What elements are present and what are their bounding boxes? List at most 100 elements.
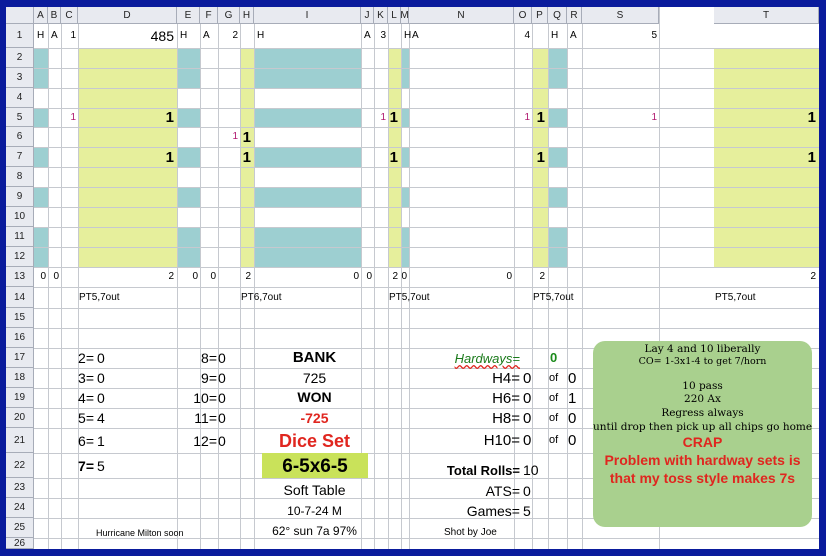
- roll-count-label-6[interactable]: 6=: [78, 432, 94, 449]
- group-2-h[interactable]: H: [180, 30, 188, 41]
- hardway-label-H10[interactable]: H10=: [483, 432, 520, 449]
- hurricane-note[interactable]: Hurricane Milton soon: [96, 528, 184, 538]
- hardway-count-H10[interactable]: 0: [568, 432, 577, 449]
- row-header-16[interactable]: 16: [6, 328, 34, 348]
- group-4-num[interactable]: 4: [524, 30, 530, 41]
- roll-count-label-4[interactable]: 4=: [78, 390, 94, 406]
- row-header-2[interactable]: 2: [6, 48, 34, 68]
- group-1-h[interactable]: H: [37, 30, 45, 41]
- won-label[interactable]: WON: [297, 389, 332, 405]
- group-1-num[interactable]: 1: [70, 30, 76, 41]
- column-header-A[interactable]: A: [34, 7, 48, 24]
- hardways-title[interactable]: Hardways=: [454, 351, 520, 366]
- table-type[interactable]: Soft Table: [283, 482, 346, 498]
- row-header-12[interactable]: 12: [6, 247, 34, 267]
- ats-value[interactable]: 0: [523, 483, 531, 499]
- bank-label[interactable]: BANK: [292, 349, 337, 366]
- row-header-24[interactable]: 24: [6, 498, 34, 518]
- group-3-r13-left[interactable]: 0: [353, 271, 359, 282]
- row-header-11[interactable]: 11: [6, 227, 34, 247]
- hardway-of-H6[interactable]: of: [549, 391, 559, 404]
- group-1-r5-mark[interactable]: 1: [70, 111, 76, 123]
- group-4-a[interactable]: A: [412, 30, 419, 41]
- group-4-r5-value[interactable]: 1: [536, 109, 545, 126]
- row-header-10[interactable]: 10: [6, 207, 34, 227]
- column-header-E[interactable]: E: [177, 7, 200, 24]
- notes-callout[interactable]: Lay 4 and 10 liberally CO= 1-3x1-4 to ge…: [593, 341, 812, 527]
- hardway-of-H10[interactable]: of: [549, 434, 559, 446]
- group-2-a[interactable]: A: [203, 30, 210, 41]
- session-date[interactable]: 10-7-24 M: [287, 504, 342, 518]
- group-4-r5-mark[interactable]: 1: [524, 111, 530, 123]
- roll-count-label-7[interactable]: 7=: [78, 457, 94, 474]
- row-header-8[interactable]: 8: [6, 167, 34, 187]
- weather[interactable]: 62° sun 7a 97%: [272, 524, 357, 538]
- group-1-a[interactable]: A: [51, 30, 58, 41]
- group-3-r13-right[interactable]: 2: [392, 271, 398, 282]
- games-label[interactable]: Games=: [466, 503, 520, 519]
- column-header-F[interactable]: F: [200, 7, 218, 24]
- hardway-of-H8[interactable]: of: [549, 411, 559, 424]
- column-header-G[interactable]: G: [218, 7, 240, 24]
- group-1-r13-right[interactable]: 2: [168, 271, 174, 282]
- total-rolls-label[interactable]: Total Rolls=: [446, 463, 520, 478]
- row-header-13[interactable]: 13: [6, 267, 34, 287]
- group-2-r13-left[interactable]: 0: [192, 271, 198, 282]
- roll-count-value-6[interactable]: 1: [97, 432, 105, 449]
- row-header-23[interactable]: 23: [6, 478, 34, 498]
- row-header-4[interactable]: 4: [6, 88, 34, 108]
- group-2-r6-mark[interactable]: 1: [232, 131, 238, 142]
- group-2-r13-right[interactable]: 2: [245, 271, 251, 282]
- group-2-r13-mid[interactable]: 0: [210, 271, 216, 282]
- group-2-num[interactable]: 2: [232, 30, 238, 41]
- dice-set-cell[interactable]: [262, 453, 368, 478]
- group-3-r5-value[interactable]: 1: [389, 109, 398, 126]
- group-3-a[interactable]: A: [364, 30, 371, 41]
- group-5-r14[interactable]: PT5,7out: [715, 291, 756, 303]
- hardway-value-H10[interactable]: 0: [523, 432, 532, 449]
- row-header-7[interactable]: 7: [6, 147, 34, 167]
- group-5-r13-right[interactable]: 2: [810, 271, 816, 282]
- roll-count-label-8[interactable]: 8=: [201, 350, 217, 366]
- roll-count-value-2[interactable]: 0: [97, 350, 105, 366]
- group-4-r13-right[interactable]: 2: [539, 271, 545, 282]
- row-header-9[interactable]: 9: [6, 187, 34, 207]
- hardway-label-H8[interactable]: H8=: [492, 409, 520, 427]
- group-3-r13-mid[interactable]: 0: [366, 271, 372, 282]
- group-2-r14[interactable]: PT6,7out: [241, 291, 282, 303]
- group-5-h[interactable]: H: [551, 30, 559, 41]
- group-3-r5-mark[interactable]: 1: [380, 111, 386, 123]
- hardway-value-H4[interactable]: 0: [523, 369, 532, 387]
- group-3-r14[interactable]: PT5,7out: [389, 291, 430, 303]
- hardway-label-H6[interactable]: H6=: [492, 389, 520, 407]
- group-4-r13-left[interactable]: 0: [401, 271, 407, 282]
- group-1-value[interactable]: 485: [150, 28, 174, 44]
- column-header-Q[interactable]: Q: [548, 7, 567, 24]
- group-1-r13-mid[interactable]: 0: [53, 271, 59, 282]
- row-header-5[interactable]: 5: [6, 108, 34, 127]
- hardway-value-H6[interactable]: 0: [523, 389, 532, 407]
- hardway-count-H4[interactable]: 0: [568, 369, 577, 387]
- roll-count-label-9[interactable]: 9=: [201, 370, 217, 386]
- column-header-T[interactable]: T: [714, 7, 819, 24]
- group-5-r5-value[interactable]: 1: [807, 109, 816, 126]
- row-header-1[interactable]: 1: [6, 24, 34, 48]
- row-header-17[interactable]: 17: [6, 348, 34, 368]
- won-value[interactable]: -725: [300, 410, 329, 426]
- column-header-K[interactable]: K: [374, 7, 388, 24]
- column-header-H[interactable]: H: [240, 7, 254, 24]
- column-header-I[interactable]: I: [254, 7, 361, 24]
- row-header-6[interactable]: 6: [6, 127, 34, 147]
- row-header-20[interactable]: 20: [6, 408, 34, 428]
- bank-value[interactable]: 725: [302, 370, 327, 386]
- roll-count-value-8[interactable]: 0: [218, 350, 226, 366]
- roll-count-label-5[interactable]: 5=: [78, 410, 94, 426]
- roll-count-value-11[interactable]: 0: [218, 410, 226, 426]
- roll-count-label-3[interactable]: 3=: [78, 370, 94, 386]
- group-2-r6-value[interactable]: 1: [242, 128, 251, 146]
- roll-count-value-7[interactable]: 5: [97, 457, 105, 474]
- roll-count-label-12[interactable]: 12=: [193, 432, 217, 449]
- hardway-count-H6[interactable]: 1: [568, 389, 577, 407]
- group-5-a[interactable]: A: [570, 30, 577, 41]
- hardway-value-H8[interactable]: 0: [523, 409, 532, 427]
